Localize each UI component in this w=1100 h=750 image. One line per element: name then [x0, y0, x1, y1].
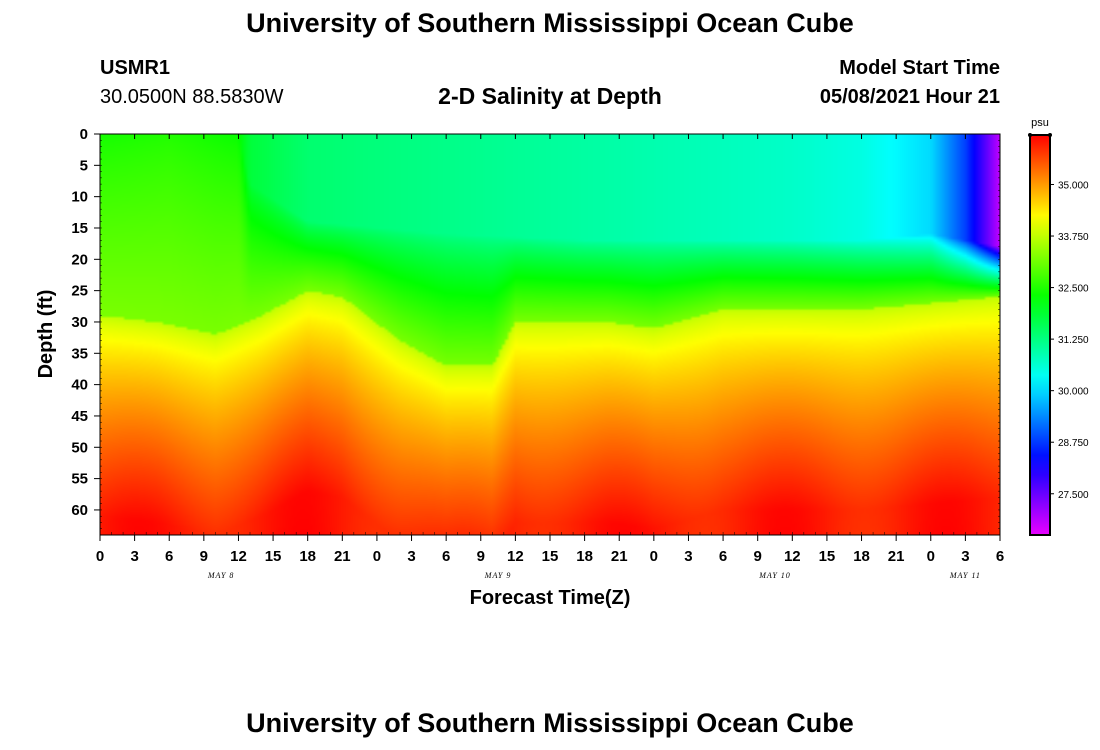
x-tick-label: 21 [611, 548, 628, 565]
salinity-field [100, 134, 1000, 535]
y-tick-label: 35 [71, 345, 88, 362]
y-axis: 0 5 10 15 20 25 30 35 40 45 50 55 60 [71, 126, 1000, 536]
y-tick-label: 50 [71, 439, 88, 456]
y-tick-label: 25 [71, 283, 88, 300]
y-tick-label: 10 [71, 189, 88, 206]
x-tick-label: 15 [265, 548, 282, 565]
x-tick-label: 9 [754, 548, 762, 565]
y-tick-label: 5 [80, 157, 88, 174]
colorbar-tick-label: 30.000 [1058, 387, 1089, 398]
x-day-label: MAY 8 [207, 571, 235, 580]
x-tick-label: 3 [684, 548, 692, 565]
x-tick-label: 3 [961, 548, 969, 565]
colorbar: psu 35.000 33.750 32.500 31.250 30.000 28.750 2… [1028, 117, 1089, 536]
x-tick-label: 18 [299, 548, 316, 565]
y-tick-label: 30 [71, 314, 88, 331]
x-tick-label: 6 [719, 548, 727, 565]
x-day-label: MAY 10 [758, 571, 791, 580]
x-tick-label: 21 [888, 548, 905, 565]
y-tick-label: 60 [71, 502, 88, 519]
model-start-label: Model Start Time [839, 57, 1000, 79]
colorbar-tick-label: 28.750 [1058, 438, 1089, 449]
x-tick-label: 0 [927, 548, 935, 565]
x-tick-label: 12 [230, 548, 247, 565]
x-tick-label: 3 [407, 548, 415, 565]
y-tick-label: 40 [71, 377, 88, 394]
colorbar-bar [1029, 134, 1051, 536]
model-start-value: 05/08/2021 Hour 21 [819, 86, 1000, 108]
y-tick-label: 0 [80, 126, 88, 143]
y-tick-label: 45 [71, 408, 88, 425]
x-tick-label: 15 [819, 548, 836, 565]
page-title-top: University of Southern Mississippi Ocean… [246, 8, 854, 38]
x-tick-label: 12 [784, 548, 801, 565]
x-tick-label: 0 [373, 548, 381, 565]
colorbar-tick-label: 27.500 [1058, 490, 1089, 501]
x-tick-label: 21 [334, 548, 351, 565]
station-id: USMR1 [100, 57, 171, 79]
x-tick-label: 3 [130, 548, 138, 565]
y-tick-label: 55 [71, 471, 88, 488]
colorbar-tick-label: 31.250 [1058, 335, 1089, 346]
page-title-bottom: University of Southern Mississippi Ocean… [246, 708, 854, 738]
x-tick-label: 6 [996, 548, 1004, 565]
colorbar-unit: psu [1031, 117, 1049, 129]
x-tick-label: 6 [442, 548, 450, 565]
x-tick-label: 15 [542, 548, 559, 565]
y-tick-label: 15 [71, 220, 88, 237]
y-axis-label: Depth (ft) [35, 290, 57, 379]
colorbar-cap-marker [1028, 133, 1032, 137]
station-coordinates: 30.0500N 88.5830W [100, 86, 284, 108]
x-axis-label: Forecast Time(Z) [470, 587, 631, 609]
x-axis: 0 3 6 9 12 15 18 21 0 3 6 9 12 15 18 21 0 3 6 9 12 15 18 21 0 3 6 M… [96, 134, 1004, 580]
x-tick-label: 12 [507, 548, 524, 565]
x-tick-label: 0 [650, 548, 658, 565]
colorbar-tick-label: 33.750 [1058, 232, 1089, 243]
x-tick-label: 9 [200, 548, 208, 565]
colorbar-cap-marker [1048, 133, 1052, 137]
x-tick-label: 18 [576, 548, 593, 565]
x-tick-label: 6 [165, 548, 173, 565]
y-tick-label: 20 [71, 251, 88, 268]
x-day-label: MAY 11 [949, 571, 981, 580]
x-day-label: MAY 9 [484, 571, 512, 580]
x-tick-label: 0 [96, 548, 104, 565]
x-tick-label: 18 [853, 548, 870, 565]
x-tick-label: 9 [477, 548, 485, 565]
colorbar-tick-label: 35.000 [1058, 180, 1089, 191]
colorbar-tick-label: 32.500 [1058, 284, 1089, 295]
plot-title: 2-D Salinity at Depth [438, 83, 662, 109]
